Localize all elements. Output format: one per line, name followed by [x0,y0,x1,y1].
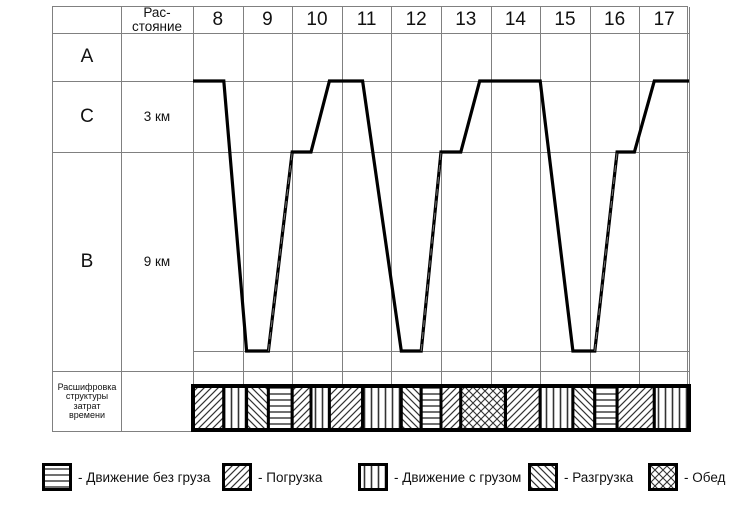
legend-label-empty-run: - Движение без груза [78,469,211,485]
legend-swatch-diagonal-up-icon [222,463,252,491]
time-structure-label-line-3: затрат [73,400,101,411]
hour-header-11: 11 [356,9,377,30]
gridline-vertical [193,7,194,432]
legend-swatch-cross-hatch-icon [648,463,678,491]
row-distance-c: 3 км [143,109,171,124]
legend-item-lunch: - Обед [648,461,725,493]
time-segment-loaded-run [309,384,331,432]
hour-header-10: 10 [306,9,328,30]
gridline-vertical [121,7,122,432]
time-segment-loading [290,384,313,432]
gridline-vertical [242,7,244,432]
legend-label-loading: - Погрузка [258,469,323,485]
hour-header-17: 17 [653,9,675,30]
empty-run-segment [420,151,442,352]
legend-item-loaded-run: - Движение с грузом [358,461,521,493]
time-structure-bar [191,384,691,432]
legend-swatch-vertical-lines-icon [358,463,388,491]
time-segment-unloading [571,384,597,432]
legend-item-loading: - Погрузка [222,461,322,493]
time-segment-loaded-run [538,384,575,432]
hour-header-9: 9 [262,9,273,30]
gridline-horizontal [53,33,689,34]
gridline-horizontal [53,371,689,372]
header-distance-line2: стояние [131,19,183,34]
hour-header-15: 15 [554,9,576,30]
empty-run-segment [267,151,293,352]
legend-label-lunch: - Обед [684,469,726,485]
legend-item-empty-run: - Движение без груза [42,461,210,493]
gridline-vertical [292,7,294,432]
dashed-empty-run-line [267,151,618,352]
hour-header-16: 16 [604,9,626,30]
gridline-vertical [639,7,641,432]
legend: - Движение без груза - Погрузка - Движение… [0,455,736,499]
hour-header-14: 14 [504,9,526,30]
row-label-c: C [80,105,94,127]
time-segment-empty-run [419,384,443,432]
header-distance-line1: Рас- [143,5,171,20]
row-label-b: B [80,250,94,272]
gridline-vertical [441,7,442,432]
gridline-vertical [540,7,542,432]
time-structure-label-line-2: структуры [65,391,109,401]
hour-header-8: 8 [212,9,224,30]
gridline-vertical [391,7,393,432]
time-segment-empty-run [266,384,294,432]
legend-swatch-diagonal-down-icon [528,463,558,491]
gridline-horizontal [193,351,689,352]
time-structure-bar-outline [191,384,691,432]
header-distance-label: Рас- стояние [121,5,193,34]
gridline-vertical [689,7,690,432]
legend-swatch-horizontal-lines-icon [42,463,72,491]
time-segment-unloading [399,384,423,432]
gridline-vertical [490,7,492,432]
time-structure-segments [191,384,691,432]
gridline-vertical [341,7,343,432]
row-label-a: A [80,46,94,67]
route-chart [193,79,689,353]
time-segment-lunch [459,384,507,432]
time-segment-unloading [245,384,270,432]
time-structure-label: Расшифровка структуры затрат времени [53,371,121,432]
gridline-horizontal [53,152,689,153]
time-segment-loading [615,384,656,432]
schedule-table: Рас- стояние 8 9 10 11 12 13 14 15 16 17 A C 3 км… [52,5,691,432]
hour-header-13: 13 [455,9,477,30]
time-segment-loading [191,384,226,432]
legend-label-unloading: - Разгрузка [564,469,634,485]
legend-label-loaded-run: - Движение с грузом [394,469,522,485]
empty-run-segment [594,151,618,352]
time-segment-loaded-run [222,384,249,432]
time-structure-label-line-4: времени [69,410,105,420]
time-segment-empty-run [593,384,619,432]
time-segment-loading [439,384,463,432]
legend-item-unloading: - Разгрузка [528,461,633,493]
gridline-horizontal [53,81,689,82]
time-segment-loaded-run [361,384,403,432]
row-distance-b: 9 км [143,254,171,269]
time-structure-label-line-1: Расшифровка [57,381,117,392]
time-segment-loading [504,384,542,432]
hour-header-12: 12 [405,9,427,30]
time-segment-loaded-run [652,384,691,432]
time-segment-loading [327,384,365,432]
gridline-vertical [589,7,591,432]
